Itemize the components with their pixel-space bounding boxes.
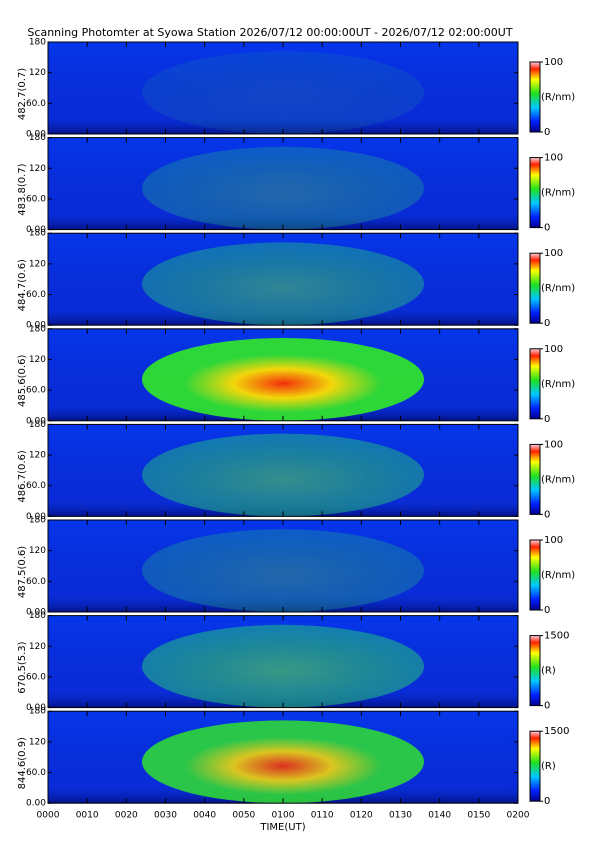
keogram-emission bbox=[142, 242, 424, 326]
x-tick-label: 0010 bbox=[76, 811, 99, 821]
x-tick-label: 0050 bbox=[232, 811, 255, 821]
y-axis-label: 485.6(0.6) bbox=[17, 355, 28, 407]
keogram-emission bbox=[142, 720, 424, 804]
colorbar bbox=[529, 252, 541, 324]
colorbar-tick-label: 100 bbox=[544, 439, 563, 450]
y-tick-label: 60.0 bbox=[26, 99, 46, 109]
colorbar-label: (R) bbox=[541, 761, 556, 772]
y-tick-label: 180 bbox=[29, 420, 46, 430]
colorbar-tick-label: 100 bbox=[544, 153, 563, 164]
x-tick-label: 0100 bbox=[272, 811, 295, 821]
colorbar bbox=[529, 443, 541, 515]
colorbar-tick-label: 0 bbox=[544, 796, 550, 807]
keogram-emission bbox=[142, 624, 424, 708]
y-tick-label: 0.00 bbox=[26, 512, 46, 522]
y-tick-label: 120 bbox=[29, 642, 46, 652]
keogram-emission bbox=[142, 338, 424, 421]
y-tick-label: 0.00 bbox=[26, 321, 46, 331]
colorbar-tick-label: 0 bbox=[544, 509, 550, 520]
x-tick-label: 0110 bbox=[311, 811, 334, 821]
y-tick-label: 120 bbox=[29, 259, 46, 269]
y-tick-label: 120 bbox=[29, 68, 46, 78]
colorbar-tick-label: 100 bbox=[544, 535, 563, 546]
colorbar-label: (R/nm) bbox=[541, 188, 575, 199]
y-axis-label: 844.6(0.9) bbox=[17, 737, 28, 789]
y-tick-label: 60.0 bbox=[26, 672, 46, 682]
x-tick-label: 0150 bbox=[467, 811, 490, 821]
y-tick-label: 60.0 bbox=[26, 768, 46, 778]
colorbar-tick-label: 0 bbox=[544, 318, 550, 329]
colorbar bbox=[529, 157, 541, 229]
colorbar-label: (R/nm) bbox=[541, 474, 575, 485]
colorbar bbox=[529, 348, 541, 420]
keogram-emission bbox=[142, 51, 424, 134]
colorbar bbox=[529, 635, 541, 707]
y-axis-label: 487.5(0.6) bbox=[17, 546, 28, 598]
y-tick-label: 180 bbox=[29, 516, 46, 526]
y-tick-label: 180 bbox=[29, 229, 46, 239]
y-tick-label: 120 bbox=[29, 451, 46, 461]
y-tick-label: 0.00 bbox=[26, 799, 46, 809]
y-tick-label: 0.00 bbox=[26, 416, 46, 426]
colorbar-tick-label: 1500 bbox=[544, 631, 569, 642]
colorbar-tick-label: 1500 bbox=[544, 726, 569, 737]
x-tick-label: 0020 bbox=[115, 811, 138, 821]
y-tick-label: 0.00 bbox=[26, 703, 46, 713]
y-tick-label: 180 bbox=[29, 38, 46, 48]
y-axis-label: 483.8(0.7) bbox=[17, 163, 28, 215]
y-tick-label: 120 bbox=[29, 355, 46, 365]
x-tick-label: 0200 bbox=[507, 811, 530, 821]
colorbar-tick-label: 0 bbox=[544, 605, 550, 616]
keogram-emission bbox=[142, 529, 424, 612]
y-tick-label: 0.00 bbox=[26, 225, 46, 235]
colorbar-tick-label: 0 bbox=[544, 701, 550, 712]
chart-title: Scanning Photomter at Syowa Station 2026… bbox=[27, 26, 512, 39]
y-tick-label: 120 bbox=[29, 164, 46, 174]
colorbar-tick-label: 0 bbox=[544, 414, 550, 425]
colorbar-label: (R/nm) bbox=[541, 92, 575, 103]
y-tick-label: 180 bbox=[29, 133, 46, 143]
x-tick-label: 0040 bbox=[193, 811, 216, 821]
y-tick-label: 120 bbox=[29, 737, 46, 747]
colorbar bbox=[529, 61, 541, 133]
y-tick-label: 60.0 bbox=[26, 290, 46, 300]
colorbar-label: (R/nm) bbox=[541, 379, 575, 390]
x-tick-label: 0130 bbox=[389, 811, 412, 821]
y-tick-label: 0.00 bbox=[26, 130, 46, 140]
x-axis-label: TIME(UT) bbox=[259, 822, 305, 833]
y-tick-label: 180 bbox=[29, 324, 46, 334]
y-tick-label: 180 bbox=[29, 707, 46, 717]
y-axis-label: 482.7(0.7) bbox=[17, 68, 28, 120]
colorbar-label: (R/nm) bbox=[541, 283, 575, 294]
colorbar-tick-label: 100 bbox=[544, 248, 563, 259]
colorbar-tick-label: 0 bbox=[544, 127, 550, 138]
keogram-emission bbox=[142, 146, 424, 230]
y-tick-label: 0.00 bbox=[26, 608, 46, 618]
y-tick-label: 180 bbox=[29, 611, 46, 621]
colorbar-tick-label: 100 bbox=[544, 57, 563, 68]
y-axis-label: 486.7(0.6) bbox=[17, 450, 28, 502]
y-tick-label: 60.0 bbox=[26, 577, 46, 587]
x-tick-label: 0120 bbox=[350, 811, 373, 821]
colorbar-tick-label: 0 bbox=[544, 223, 550, 234]
colorbar bbox=[529, 539, 541, 611]
colorbar bbox=[529, 730, 541, 802]
y-tick-label: 60.0 bbox=[26, 481, 46, 491]
keogram-emission bbox=[142, 433, 424, 517]
colorbar-label: (R) bbox=[541, 666, 556, 677]
y-axis-label: 670.5(5.3) bbox=[17, 641, 28, 693]
y-tick-label: 60.0 bbox=[26, 386, 46, 396]
x-tick-label: 0000 bbox=[37, 811, 60, 821]
y-axis-label: 484.7(0.6) bbox=[17, 259, 28, 311]
colorbar-tick-label: 100 bbox=[544, 344, 563, 355]
y-tick-label: 120 bbox=[29, 546, 46, 556]
colorbar-label: (R/nm) bbox=[541, 570, 575, 581]
x-tick-label: 0030 bbox=[154, 811, 177, 821]
x-tick-label: 0140 bbox=[428, 811, 451, 821]
y-tick-label: 60.0 bbox=[26, 194, 46, 204]
